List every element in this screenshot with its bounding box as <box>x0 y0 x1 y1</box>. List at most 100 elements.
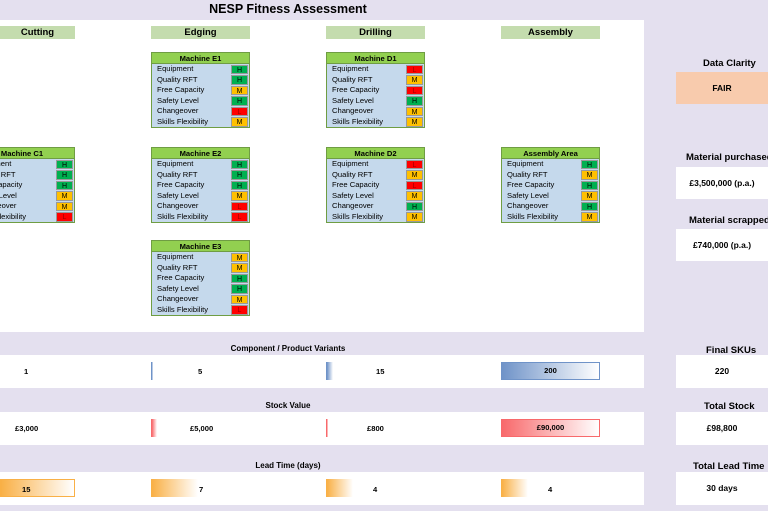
criteria-label: Equipment <box>507 159 544 168</box>
criteria-label: Changeover <box>507 201 549 210</box>
rating-badge: L <box>406 180 423 190</box>
stock-title: Stock Value <box>265 401 311 410</box>
material-purchased-value: £3,500,000 (p.a.) <box>676 167 768 199</box>
machine-title: Machine E2 <box>152 148 249 159</box>
lead-value-edging: 7 <box>199 485 204 494</box>
criteria-label: Quality RFT <box>157 262 198 272</box>
criteria-row: Changeover H <box>327 201 424 212</box>
total-lead-time-title: Total Lead Time <box>693 461 765 472</box>
criteria-label: Changeover <box>0 201 17 210</box>
criteria-row: Safety Level H <box>152 284 249 295</box>
lead-value-drilling: 4 <box>373 485 378 494</box>
total-stock-title: Total Stock <box>704 401 755 412</box>
variants-bar-edging <box>151 362 153 380</box>
rating-badge: H <box>231 273 248 283</box>
stock-bar-assembly <box>501 419 600 437</box>
variants-bar-assembly <box>501 362 600 380</box>
rating-badge: M <box>406 117 423 127</box>
lead-bar-edging <box>151 479 198 497</box>
stock-value-cutting: £3,000 <box>15 424 39 433</box>
rating-badge: M <box>406 106 423 116</box>
criteria-label: Quality RFT <box>332 169 373 179</box>
lead-value-assembly: 4 <box>548 485 553 494</box>
rating-badge: M <box>581 170 598 180</box>
machine-card-assembly-area: Assembly Area Equipment H Quality RFT M Free … <box>501 147 600 223</box>
criteria-label: Skills Flexibility <box>157 116 209 126</box>
rating-badge: H <box>406 201 423 211</box>
rating-badge: H <box>56 180 73 190</box>
stock-bar-edging <box>151 419 157 437</box>
criteria-row: Changeover L <box>152 106 249 117</box>
total-lead-time-value: 30 days <box>676 472 768 505</box>
rating-badge: L <box>56 212 73 222</box>
criteria-label: Free Capacity <box>332 180 380 189</box>
criteria-label: Equipment <box>0 159 12 168</box>
machine-title: Machine E1 <box>152 53 249 64</box>
rating-badge: L <box>231 212 248 222</box>
criteria-row: Equipment H <box>0 159 74 170</box>
rating-badge: H <box>581 159 598 169</box>
criteria-row: Skills Flexibility L <box>152 212 249 223</box>
variants-value-assembly: 200 <box>544 366 557 375</box>
machine-title: Machine D1 <box>327 53 424 64</box>
criteria-label: Quality RFT <box>332 74 373 84</box>
variants-value-drilling: 15 <box>376 367 385 376</box>
criteria-row: Free Capacity H <box>502 180 599 191</box>
criteria-row: Changeover H <box>502 201 599 212</box>
rating-badge: L <box>231 305 248 315</box>
criteria-row: Skills Flexibility M <box>327 212 424 223</box>
criteria-label: Changeover <box>157 106 199 115</box>
criteria-row: Quality RFT H <box>152 170 249 181</box>
criteria-label: Equipment <box>157 159 194 168</box>
criteria-row: Free Capacity L <box>327 85 424 96</box>
criteria-row: Free Capacity L <box>327 180 424 191</box>
criteria-label: Equipment <box>332 64 369 73</box>
rating-badge: M <box>406 191 423 201</box>
rating-badge: M <box>406 75 423 85</box>
criteria-label: Free Capacity <box>0 180 23 189</box>
criteria-label: Quality RFT <box>157 169 198 179</box>
data-clarity-value: FAIR <box>676 72 768 104</box>
rating-badge: H <box>231 64 248 74</box>
rating-badge: M <box>231 191 248 201</box>
criteria-label: Skills Flexibility <box>332 211 384 221</box>
criteria-row: Equipment H <box>152 159 249 170</box>
criteria-row: Safety Level M <box>502 191 599 202</box>
criteria-label: Safety Level <box>507 190 549 200</box>
rating-badge: M <box>231 294 248 304</box>
rating-badge: M <box>56 191 73 201</box>
lead-bar-assembly <box>501 479 528 497</box>
criteria-row: Free Capacity H <box>152 180 249 191</box>
lead-bar-cutting <box>0 479 75 497</box>
criteria-row: Skills Flexibility L <box>0 212 74 223</box>
criteria-row: Quality RFT H <box>0 170 74 181</box>
rating-badge: M <box>406 170 423 180</box>
material-scrapped-value: £740,000 (p.a.) <box>676 229 768 261</box>
rating-badge: H <box>231 159 248 169</box>
final-skus-title: Final SKUs <box>706 345 757 356</box>
criteria-label: Safety Level <box>332 190 374 200</box>
criteria-row: Equipment H <box>502 159 599 170</box>
criteria-label: Free Capacity <box>157 273 205 282</box>
criteria-label: Skills Flexibility <box>157 304 209 314</box>
criteria-row: Changeover M <box>0 201 74 212</box>
rating-badge: M <box>231 252 248 262</box>
data-clarity-title: Data Clarity <box>703 58 756 69</box>
lead-value-cutting: 15 <box>22 485 31 494</box>
criteria-label: Free Capacity <box>157 85 205 94</box>
stock-bar-drilling <box>326 419 328 437</box>
total-stock-value: £98,800 <box>676 412 768 445</box>
variants-value-cutting: 1 <box>24 367 29 376</box>
criteria-row: Safety Level M <box>327 191 424 202</box>
stock-value-drilling: £800 <box>367 424 384 433</box>
rating-badge: L <box>231 106 248 116</box>
criteria-row: Safety Level H <box>152 96 249 107</box>
criteria-row: Safety Level H <box>327 96 424 107</box>
criteria-row: Quality RFT M <box>152 263 249 274</box>
criteria-label: Safety Level <box>157 283 199 293</box>
criteria-row: Equipment H <box>152 64 249 75</box>
rating-badge: M <box>406 212 423 222</box>
stage-edging: Edging <box>151 26 250 39</box>
machine-title: Assembly Area <box>502 148 599 159</box>
